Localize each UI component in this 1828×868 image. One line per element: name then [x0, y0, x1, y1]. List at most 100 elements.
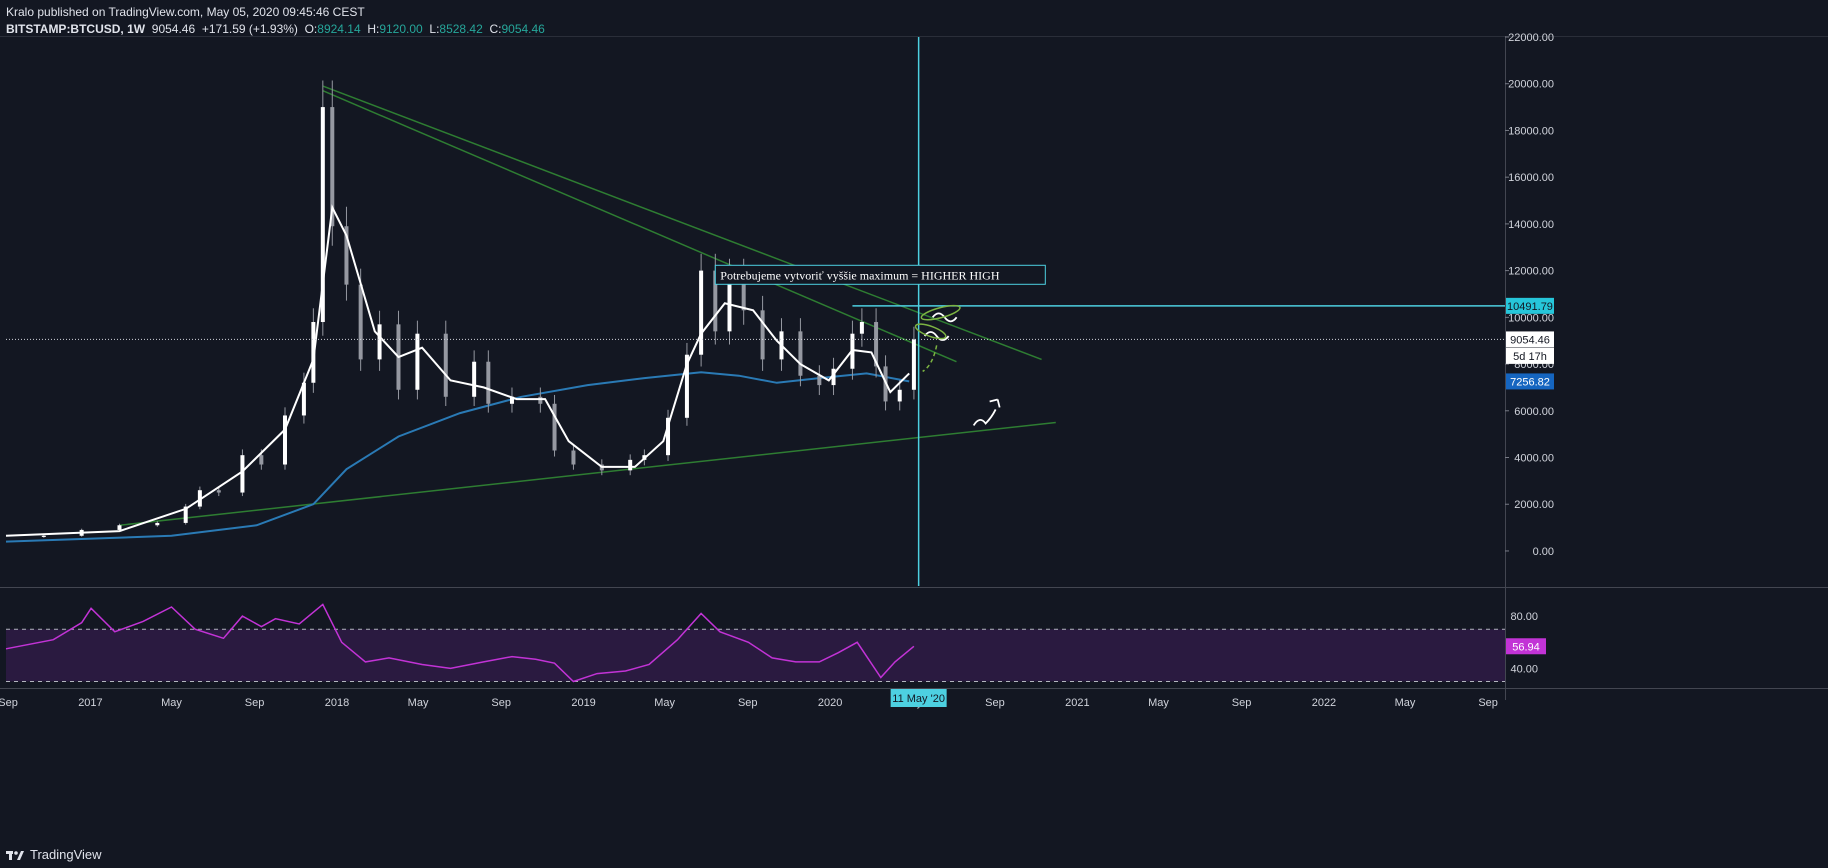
x-tick-label: Sep — [985, 697, 1005, 709]
rsi-last-label-bg — [1506, 638, 1546, 655]
projection-ellipse-2 — [914, 323, 947, 340]
price-candle — [727, 275, 732, 332]
x-tick-label: 2018 — [325, 697, 349, 709]
high-value: 9120.00 — [379, 22, 423, 36]
x-tick-label: 2019 — [571, 697, 595, 709]
last-price-label: 9054.46 — [1510, 334, 1550, 346]
x-tick-label: Sep — [491, 697, 511, 709]
price-candle — [538, 396, 543, 404]
x-tick-label: Sep — [0, 697, 18, 709]
last-price-label-bg — [1506, 331, 1554, 348]
trendline-upper-2 — [322, 90, 957, 363]
close-label: C: — [489, 22, 502, 36]
price-candle — [486, 361, 491, 404]
price-candle — [282, 415, 287, 465]
price-axis-border — [1505, 36, 1506, 700]
x-tick-label: Sep — [1232, 697, 1252, 709]
price-candle — [859, 322, 864, 334]
x-tick-label: 2021 — [1065, 697, 1089, 709]
price-candle — [155, 522, 160, 526]
y-tick-label: 12000.00 — [1508, 266, 1554, 278]
annotation-box — [714, 264, 1046, 285]
top-border — [0, 36, 1828, 37]
price-candle — [571, 450, 576, 465]
price-candle — [874, 322, 879, 367]
y-tick-label: 22000.00 — [1508, 32, 1554, 44]
rsi-last-label: 56.94 — [1512, 641, 1540, 653]
price-change: +171.59 (+1.93%) — [201, 22, 298, 36]
rsi-tick-label: 80.00 — [1510, 611, 1538, 623]
trendline-upper-1 — [322, 85, 1042, 361]
price-candle — [684, 354, 689, 418]
chart-header: Kralo published on TradingView.com, May … — [6, 4, 545, 38]
y-tick-label: 6000.00 — [1514, 406, 1554, 418]
projection-dashed — [922, 345, 938, 373]
tradingview-logo-icon — [6, 849, 24, 861]
projection-wave-2 — [923, 331, 950, 341]
trendline-lower — [119, 421, 1056, 527]
resistance-price-label: 10491.79 — [1507, 301, 1553, 313]
last-price: 9054.46 — [151, 22, 196, 36]
ma-slow-line — [5, 371, 910, 543]
x-tick-label: 2022 — [1312, 697, 1336, 709]
vertical-marker-label-bg — [890, 689, 947, 707]
rsi-line — [5, 603, 915, 683]
y-tick-label: 16000.00 — [1508, 172, 1554, 184]
price-candle — [760, 310, 765, 360]
countdown-label: 5d 17h — [1513, 351, 1547, 363]
rsi-tick-label: 40.00 — [1510, 663, 1538, 675]
price-candle — [117, 525, 122, 530]
price-candle — [741, 275, 746, 311]
y-tick-label: 4000.00 — [1514, 453, 1554, 465]
y-tick-label: 10000.00 — [1508, 312, 1554, 324]
annotation-text: Potrebujeme vytvoriť vyššie maximum = HI… — [720, 268, 1000, 282]
ma-slow-price-label: 7256.82 — [1510, 376, 1550, 388]
y-tick-label: 18000.00 — [1508, 125, 1554, 137]
price-candle — [798, 331, 803, 376]
resistance-price-label-bg — [1506, 297, 1554, 314]
symbol-line: BITSTAMP:BTCUSD, 1W 9054.46 +171.59 (+1.… — [6, 21, 545, 38]
vertical-marker-label: 11 May '20 — [892, 693, 945, 705]
x-tick-label: Sep — [1478, 697, 1498, 709]
price-candle — [509, 396, 514, 404]
y-tick-label: 14000.00 — [1508, 219, 1554, 231]
close-value: 9054.46 — [501, 22, 545, 36]
x-tick-label: 2020 — [818, 697, 842, 709]
ma-slow-price-label-bg — [1506, 373, 1554, 390]
y-tick-label: 2000.00 — [1514, 499, 1554, 511]
x-tick-label: Sep — [245, 697, 265, 709]
projection-ellipse-1 — [920, 304, 961, 321]
price-candle — [259, 455, 264, 465]
price-candle — [831, 368, 836, 386]
symbol: BITSTAMP:BTCUSD, 1W — [6, 22, 146, 36]
y-tick-label: 20000.00 — [1508, 79, 1554, 91]
x-tick-label: May — [161, 697, 182, 709]
price-candle — [240, 455, 245, 493]
price-candle — [699, 270, 704, 355]
price-candle — [330, 107, 335, 227]
price-candle — [377, 324, 382, 360]
x-tick-label: 2017 — [78, 697, 102, 709]
x-tick-label: May — [1395, 697, 1416, 709]
x-tick-label: May — [654, 697, 675, 709]
countdown-label-bg — [1506, 347, 1554, 364]
publish-info: Kralo published on TradingView.com, May … — [6, 5, 365, 19]
price-candle — [320, 107, 325, 323]
price-candle — [415, 333, 420, 390]
price-candle — [911, 339, 916, 390]
price-candle — [358, 284, 363, 360]
time-axis-border — [0, 688, 1828, 689]
x-tick-label: May — [1148, 697, 1169, 709]
price-candle — [443, 333, 448, 397]
price-candle — [301, 382, 306, 416]
price-candle — [183, 506, 188, 523]
price-candle — [817, 375, 822, 386]
open-value: 8924.14 — [317, 22, 361, 36]
high-label: H: — [367, 22, 380, 36]
price-candle — [216, 490, 221, 493]
price-candle — [472, 361, 477, 397]
ma-fast-line — [5, 204, 910, 537]
price-candle — [628, 459, 633, 471]
x-tick-label: May — [408, 697, 429, 709]
